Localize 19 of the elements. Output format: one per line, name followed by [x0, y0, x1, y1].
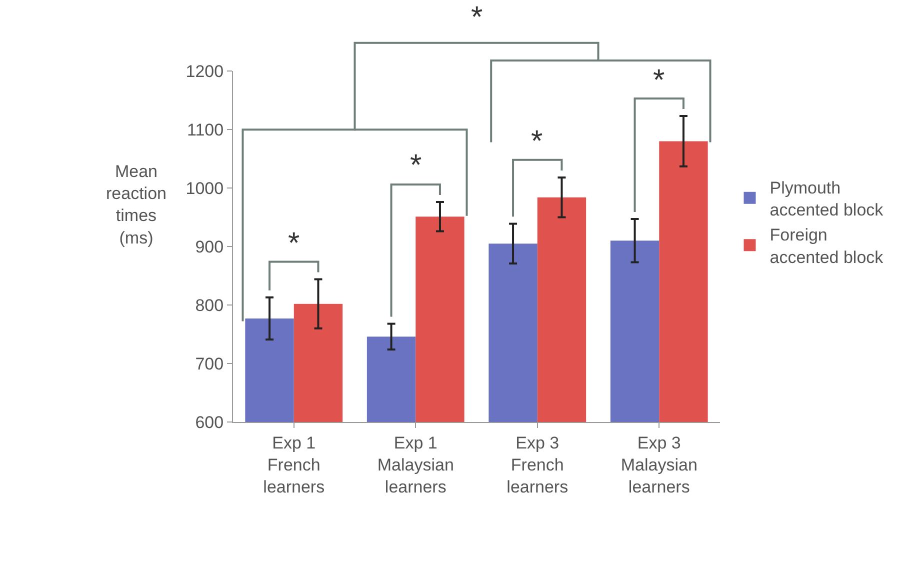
x-tick-label: Exp 3 Malaysian learners	[620, 433, 698, 497]
y-tick-label: 700	[195, 354, 224, 374]
y-tick-label: 900	[195, 237, 224, 256]
legend-label: Plymouth accented block	[770, 178, 884, 220]
annotation: *	[531, 125, 543, 158]
y-tick-label: 1100	[187, 120, 224, 140]
x-tick-label: Exp 3 French learners	[506, 433, 568, 497]
y-tick-label: 1200	[186, 62, 224, 81]
y-tick-label: 1000	[186, 178, 224, 198]
y-tick-label: 600	[195, 412, 224, 432]
y-tick-label: 800	[195, 296, 224, 315]
x-tick-label: Exp 1 Malaysian learners	[377, 433, 454, 497]
legend-label: Foreign accented block	[770, 226, 884, 267]
x-tick-label: Exp 1 French learners	[263, 433, 325, 497]
annotation: *	[653, 64, 665, 97]
y-axis-title: Mean reaction times (ms)	[106, 162, 166, 248]
text: *	[471, 1, 483, 34]
annotation: *	[410, 149, 422, 182]
annotation: *	[288, 227, 300, 260]
